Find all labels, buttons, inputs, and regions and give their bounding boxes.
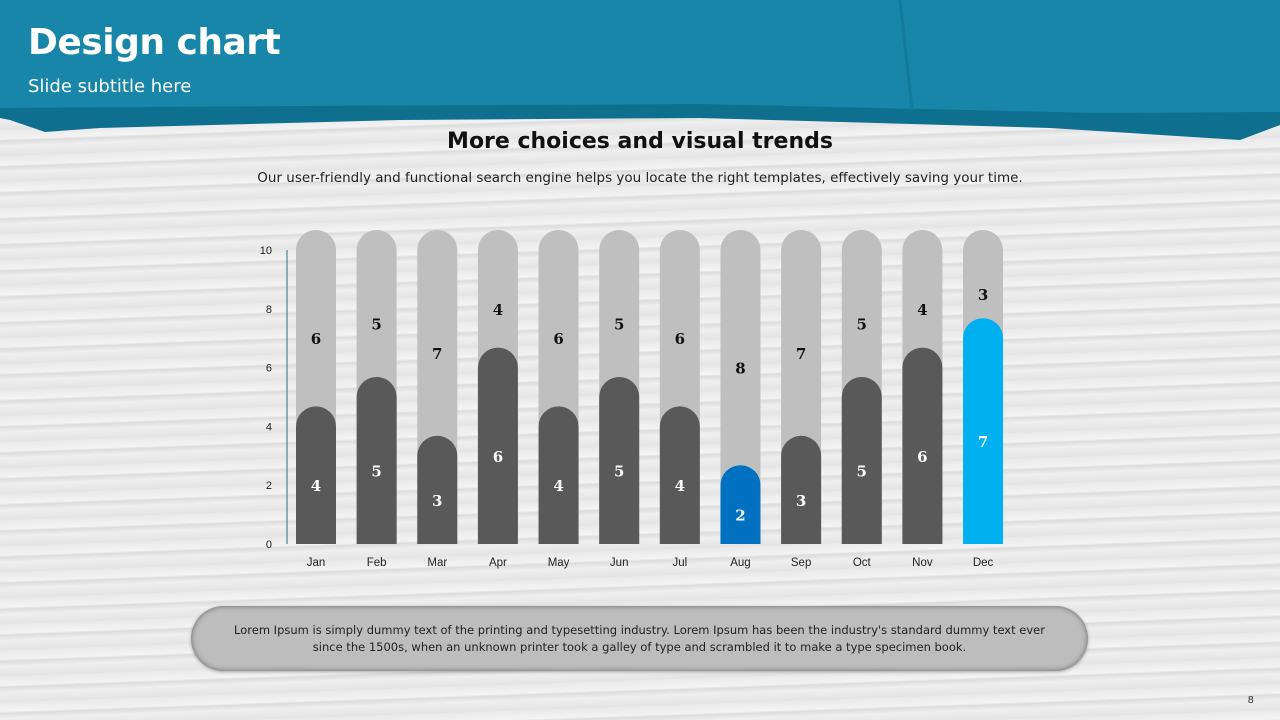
slide-title: Design chart bbox=[28, 22, 281, 63]
remainder-label: 4 bbox=[493, 301, 503, 319]
bar-value bbox=[599, 377, 640, 544]
bar-value bbox=[781, 435, 822, 544]
remainder-label: 4 bbox=[917, 301, 927, 319]
remainder-label: 8 bbox=[735, 360, 745, 378]
x-tick-label: Nov bbox=[912, 557, 933, 569]
remainder-label: 7 bbox=[432, 345, 442, 363]
x-tick-label: Oct bbox=[853, 557, 872, 569]
chart-title: More choices and visual trends bbox=[447, 129, 833, 154]
bar-value bbox=[902, 347, 943, 544]
x-tick-label: Apr bbox=[489, 557, 507, 569]
description-text: Lorem Ipsum is simply dummy text of the … bbox=[234, 622, 1045, 654]
slide-subtitle: Slide subtitle here bbox=[28, 76, 192, 97]
value-label: 5 bbox=[371, 463, 381, 481]
x-tick-label: Jan bbox=[307, 557, 326, 569]
bar-value bbox=[356, 377, 397, 544]
bar-value bbox=[963, 318, 1004, 544]
y-tick-label: 4 bbox=[266, 421, 272, 433]
value-label: 4 bbox=[311, 477, 321, 495]
bar-value bbox=[841, 377, 882, 544]
x-tick-label: Dec bbox=[973, 557, 994, 569]
remainder-label: 5 bbox=[857, 316, 867, 334]
value-label: 6 bbox=[493, 448, 503, 466]
bar-value bbox=[720, 465, 761, 544]
bar-value bbox=[538, 406, 579, 544]
x-tick-label: Jul bbox=[672, 557, 687, 569]
x-tick-label: May bbox=[548, 557, 570, 569]
header-banner bbox=[0, 0, 1280, 140]
remainder-label: 7 bbox=[796, 345, 806, 363]
value-label: 3 bbox=[432, 492, 442, 510]
bar-remainder bbox=[720, 230, 761, 544]
y-tick-label: 2 bbox=[266, 480, 272, 492]
bar-value bbox=[477, 347, 518, 544]
value-label: 4 bbox=[553, 477, 563, 495]
remainder-label: 6 bbox=[675, 330, 685, 348]
x-tick-label: Feb bbox=[367, 557, 387, 569]
bar-value bbox=[659, 406, 700, 544]
stacked-bar-chart: 0 2 4 6 8 10 4 6 Jan 5 5 Feb 3 7 Mar 6 4 Apr 4 6 May 5 5 Jun 4 6 J… bbox=[260, 230, 1004, 569]
x-tick-label: Aug bbox=[730, 557, 750, 569]
remainder-label: 6 bbox=[311, 330, 321, 348]
bar-value bbox=[417, 435, 458, 544]
x-tick-label: Sep bbox=[791, 557, 811, 569]
y-tick-label: 10 bbox=[260, 245, 272, 257]
page-number: 8 bbox=[1247, 695, 1254, 706]
value-label: 6 bbox=[917, 448, 927, 466]
x-tick-label: Jun bbox=[610, 557, 629, 569]
value-label: 5 bbox=[857, 463, 867, 481]
description-box: Lorem Ipsum is simply dummy text of the … bbox=[191, 606, 1088, 671]
remainder-label: 6 bbox=[553, 330, 563, 348]
remainder-label: 3 bbox=[978, 286, 988, 304]
value-label: 3 bbox=[796, 492, 806, 510]
value-label: 7 bbox=[978, 433, 988, 451]
chart-subtitle: Our user-friendly and functional search … bbox=[257, 170, 1023, 186]
value-label: 4 bbox=[675, 477, 685, 495]
x-tick-label: Mar bbox=[427, 557, 447, 569]
value-label: 2 bbox=[735, 507, 745, 525]
y-tick-label: 0 bbox=[266, 539, 272, 551]
bar-value bbox=[296, 406, 336, 544]
y-tick-label: 8 bbox=[266, 304, 272, 316]
y-tick-label: 6 bbox=[266, 363, 272, 375]
value-label: 5 bbox=[614, 463, 624, 481]
remainder-label: 5 bbox=[614, 316, 624, 334]
remainder-label: 5 bbox=[371, 316, 381, 334]
